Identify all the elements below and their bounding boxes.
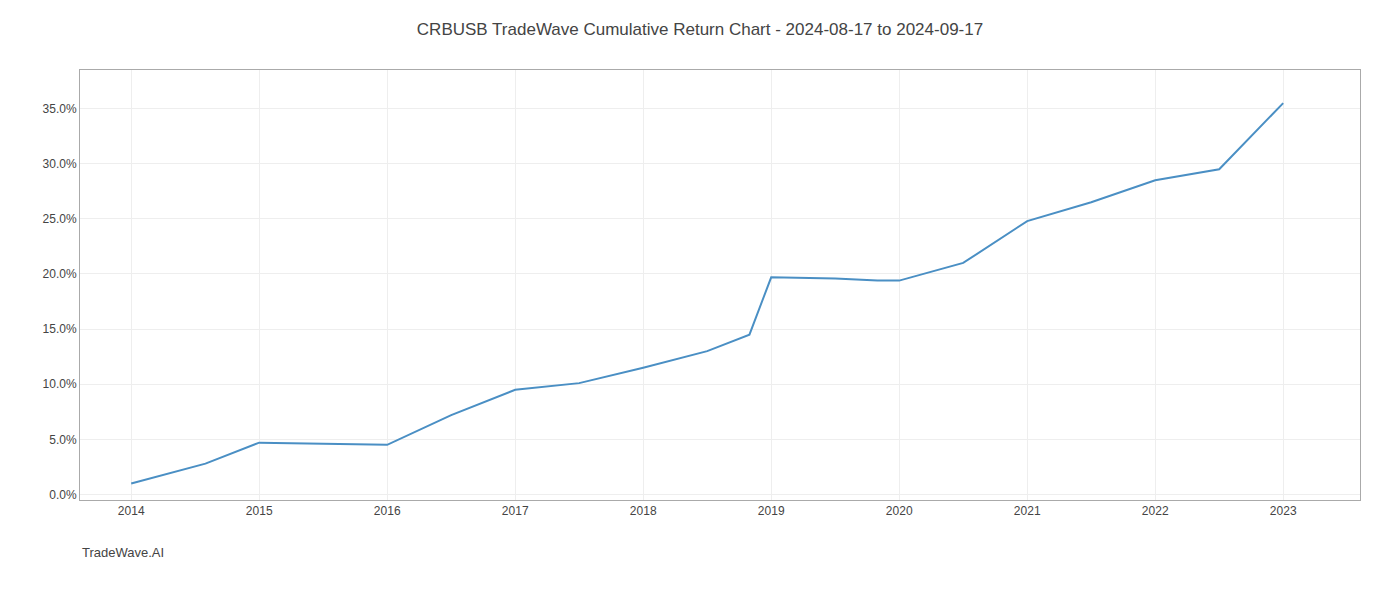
svg-text:2022: 2022 [1142, 504, 1169, 518]
svg-text:2021: 2021 [1014, 504, 1041, 518]
svg-text:20.0%: 20.0% [43, 267, 77, 281]
svg-text:2017: 2017 [502, 504, 529, 518]
svg-text:30.0%: 30.0% [43, 157, 77, 171]
svg-text:2014: 2014 [118, 504, 145, 518]
svg-text:2020: 2020 [886, 504, 913, 518]
svg-text:0.0%: 0.0% [49, 488, 77, 502]
svg-text:2016: 2016 [374, 504, 401, 518]
svg-text:25.0%: 25.0% [43, 212, 77, 226]
svg-text:2018: 2018 [630, 504, 657, 518]
svg-text:5.0%: 5.0% [49, 433, 77, 447]
svg-text:CRBUSB TradeWave Cumulative Re: CRBUSB TradeWave Cumulative Return Chart… [417, 20, 983, 39]
svg-text:15.0%: 15.0% [43, 322, 77, 336]
svg-text:2023: 2023 [1270, 504, 1297, 518]
svg-text:2015: 2015 [246, 504, 273, 518]
svg-text:2019: 2019 [758, 504, 785, 518]
svg-text:TradeWave.AI: TradeWave.AI [82, 545, 164, 560]
svg-text:35.0%: 35.0% [43, 102, 77, 116]
svg-text:10.0%: 10.0% [43, 377, 77, 391]
